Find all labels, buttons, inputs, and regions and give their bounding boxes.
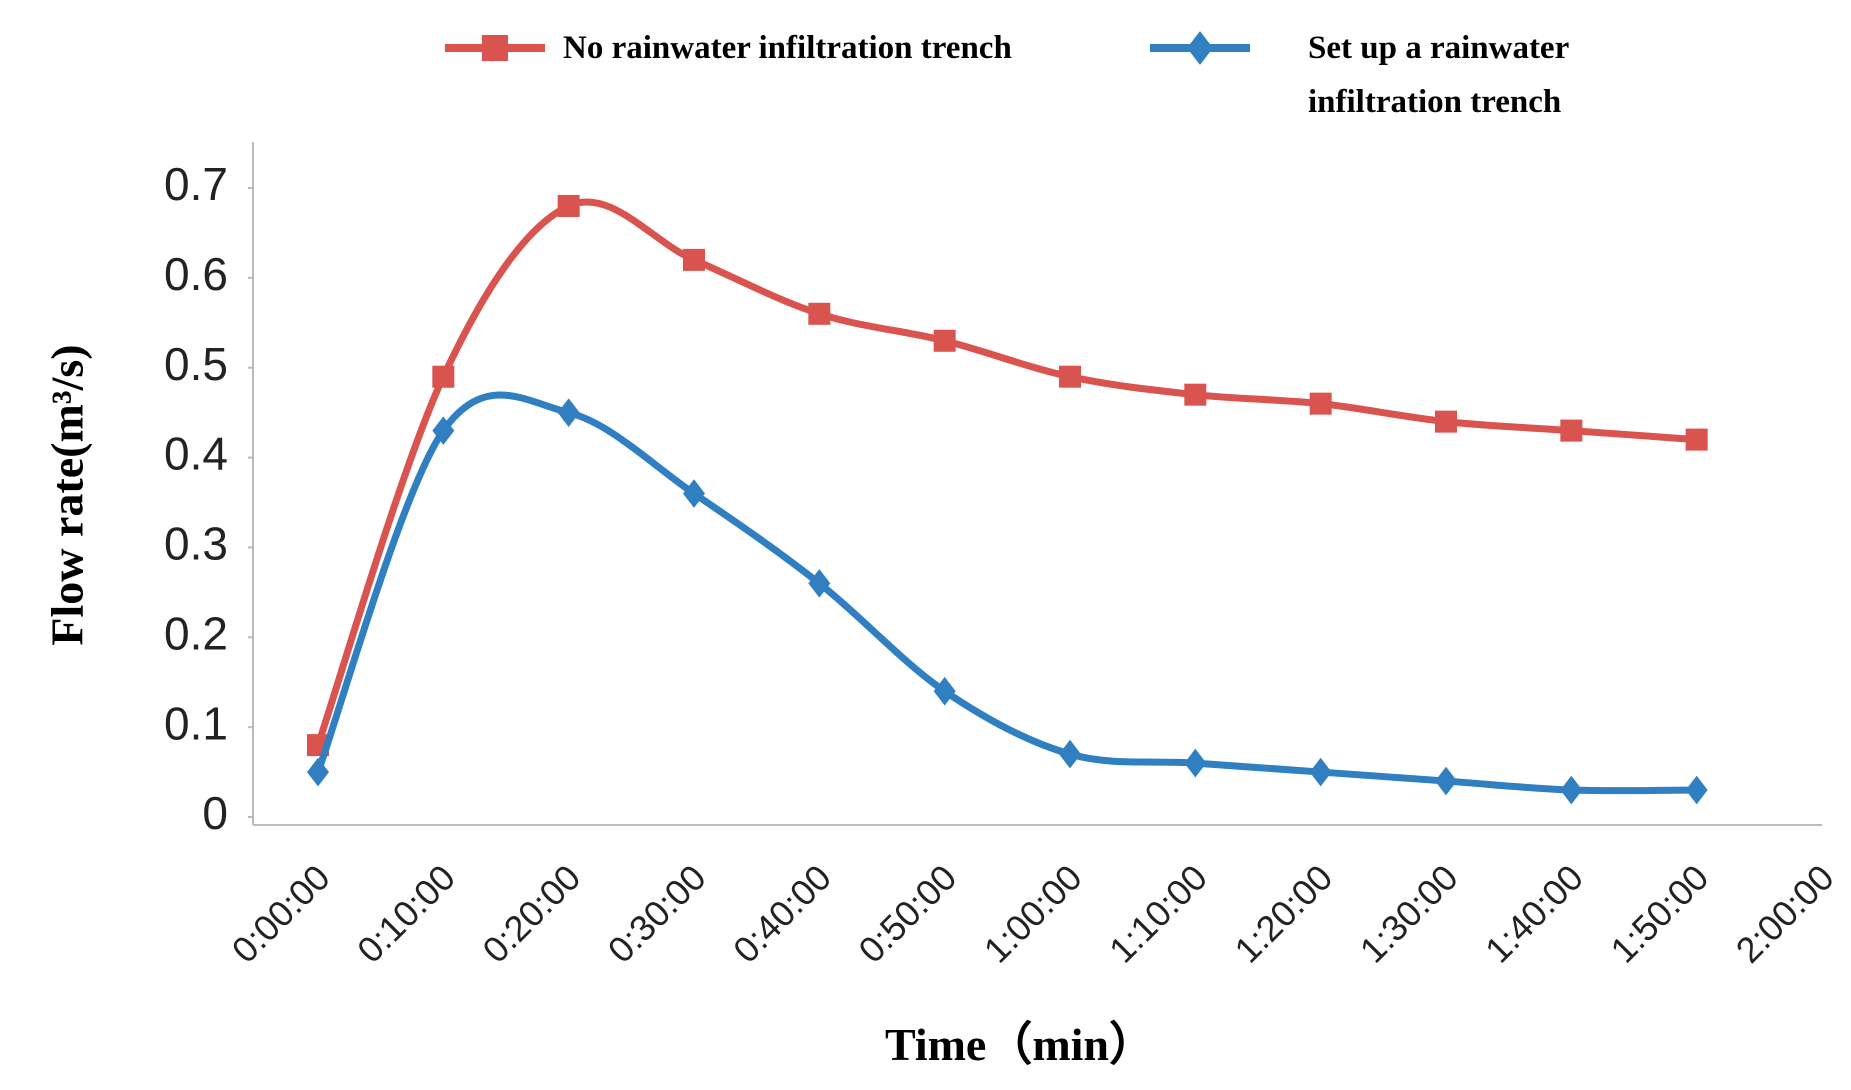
- marker: [307, 757, 329, 787]
- marker: [557, 194, 580, 217]
- marker: [1435, 766, 1457, 796]
- y-tick-label: 0.1: [164, 697, 228, 749]
- y-axis-label: Flow rate(m³/s): [42, 344, 93, 645]
- x-tick-label: 1:00:00: [976, 857, 1090, 971]
- marker: [933, 329, 956, 352]
- marker: [1187, 31, 1213, 65]
- marker: [1560, 775, 1583, 805]
- x-tick-label: 1:30:00: [1352, 857, 1466, 971]
- x-tick-label: 0:50:00: [850, 857, 964, 971]
- series-line: [314, 198, 1701, 749]
- x-tick-label: 1:50:00: [1602, 857, 1716, 971]
- series-line: [314, 391, 1701, 795]
- x-tick-label: 1:40:00: [1477, 857, 1591, 971]
- legend-label: Set up a rainwater infiltration trench: [1308, 30, 1569, 120]
- y-tick-label: 0: [202, 787, 228, 839]
- marker: [1309, 757, 1332, 787]
- marker: [1059, 739, 1081, 769]
- marker: [1059, 365, 1081, 388]
- marker: [432, 365, 455, 388]
- x-tick-label: 0:00:00: [224, 857, 338, 971]
- x-tick-label: 0:30:00: [600, 857, 714, 971]
- y-tick-label: 0.7: [164, 158, 228, 210]
- x-tick-label: 0:10:00: [349, 857, 463, 971]
- x-tick-label: 1:20:00: [1226, 857, 1340, 971]
- marker: [683, 248, 705, 271]
- x-tick-label: 0:40:00: [725, 857, 839, 971]
- marker: [808, 302, 831, 325]
- x-tick-label: 0:20:00: [474, 857, 588, 971]
- y-tick-label: 0.2: [164, 607, 228, 659]
- marker: [933, 676, 956, 706]
- legend-label: No rainwater infiltration trench: [563, 30, 1012, 66]
- marker: [683, 479, 705, 508]
- x-axis-label: Time（min）: [885, 1019, 1155, 1070]
- marker: [1435, 410, 1457, 433]
- marker: [1184, 383, 1207, 406]
- marker: [1685, 428, 1708, 451]
- marker: [1685, 775, 1708, 805]
- y-tick-label: 0.5: [164, 338, 228, 390]
- marker: [432, 416, 455, 445]
- marker: [482, 35, 508, 61]
- marker: [1309, 392, 1332, 415]
- marker: [1560, 419, 1583, 442]
- y-tick-label: 0.4: [164, 428, 228, 480]
- marker: [557, 398, 580, 427]
- marker: [808, 569, 831, 598]
- x-tick-label: 1:10:00: [1101, 857, 1215, 971]
- y-tick-label: 0.3: [164, 518, 228, 570]
- x-tick-label: 2:00:00: [1728, 857, 1842, 971]
- marker: [1184, 748, 1207, 778]
- y-tick-label: 0.6: [164, 248, 228, 300]
